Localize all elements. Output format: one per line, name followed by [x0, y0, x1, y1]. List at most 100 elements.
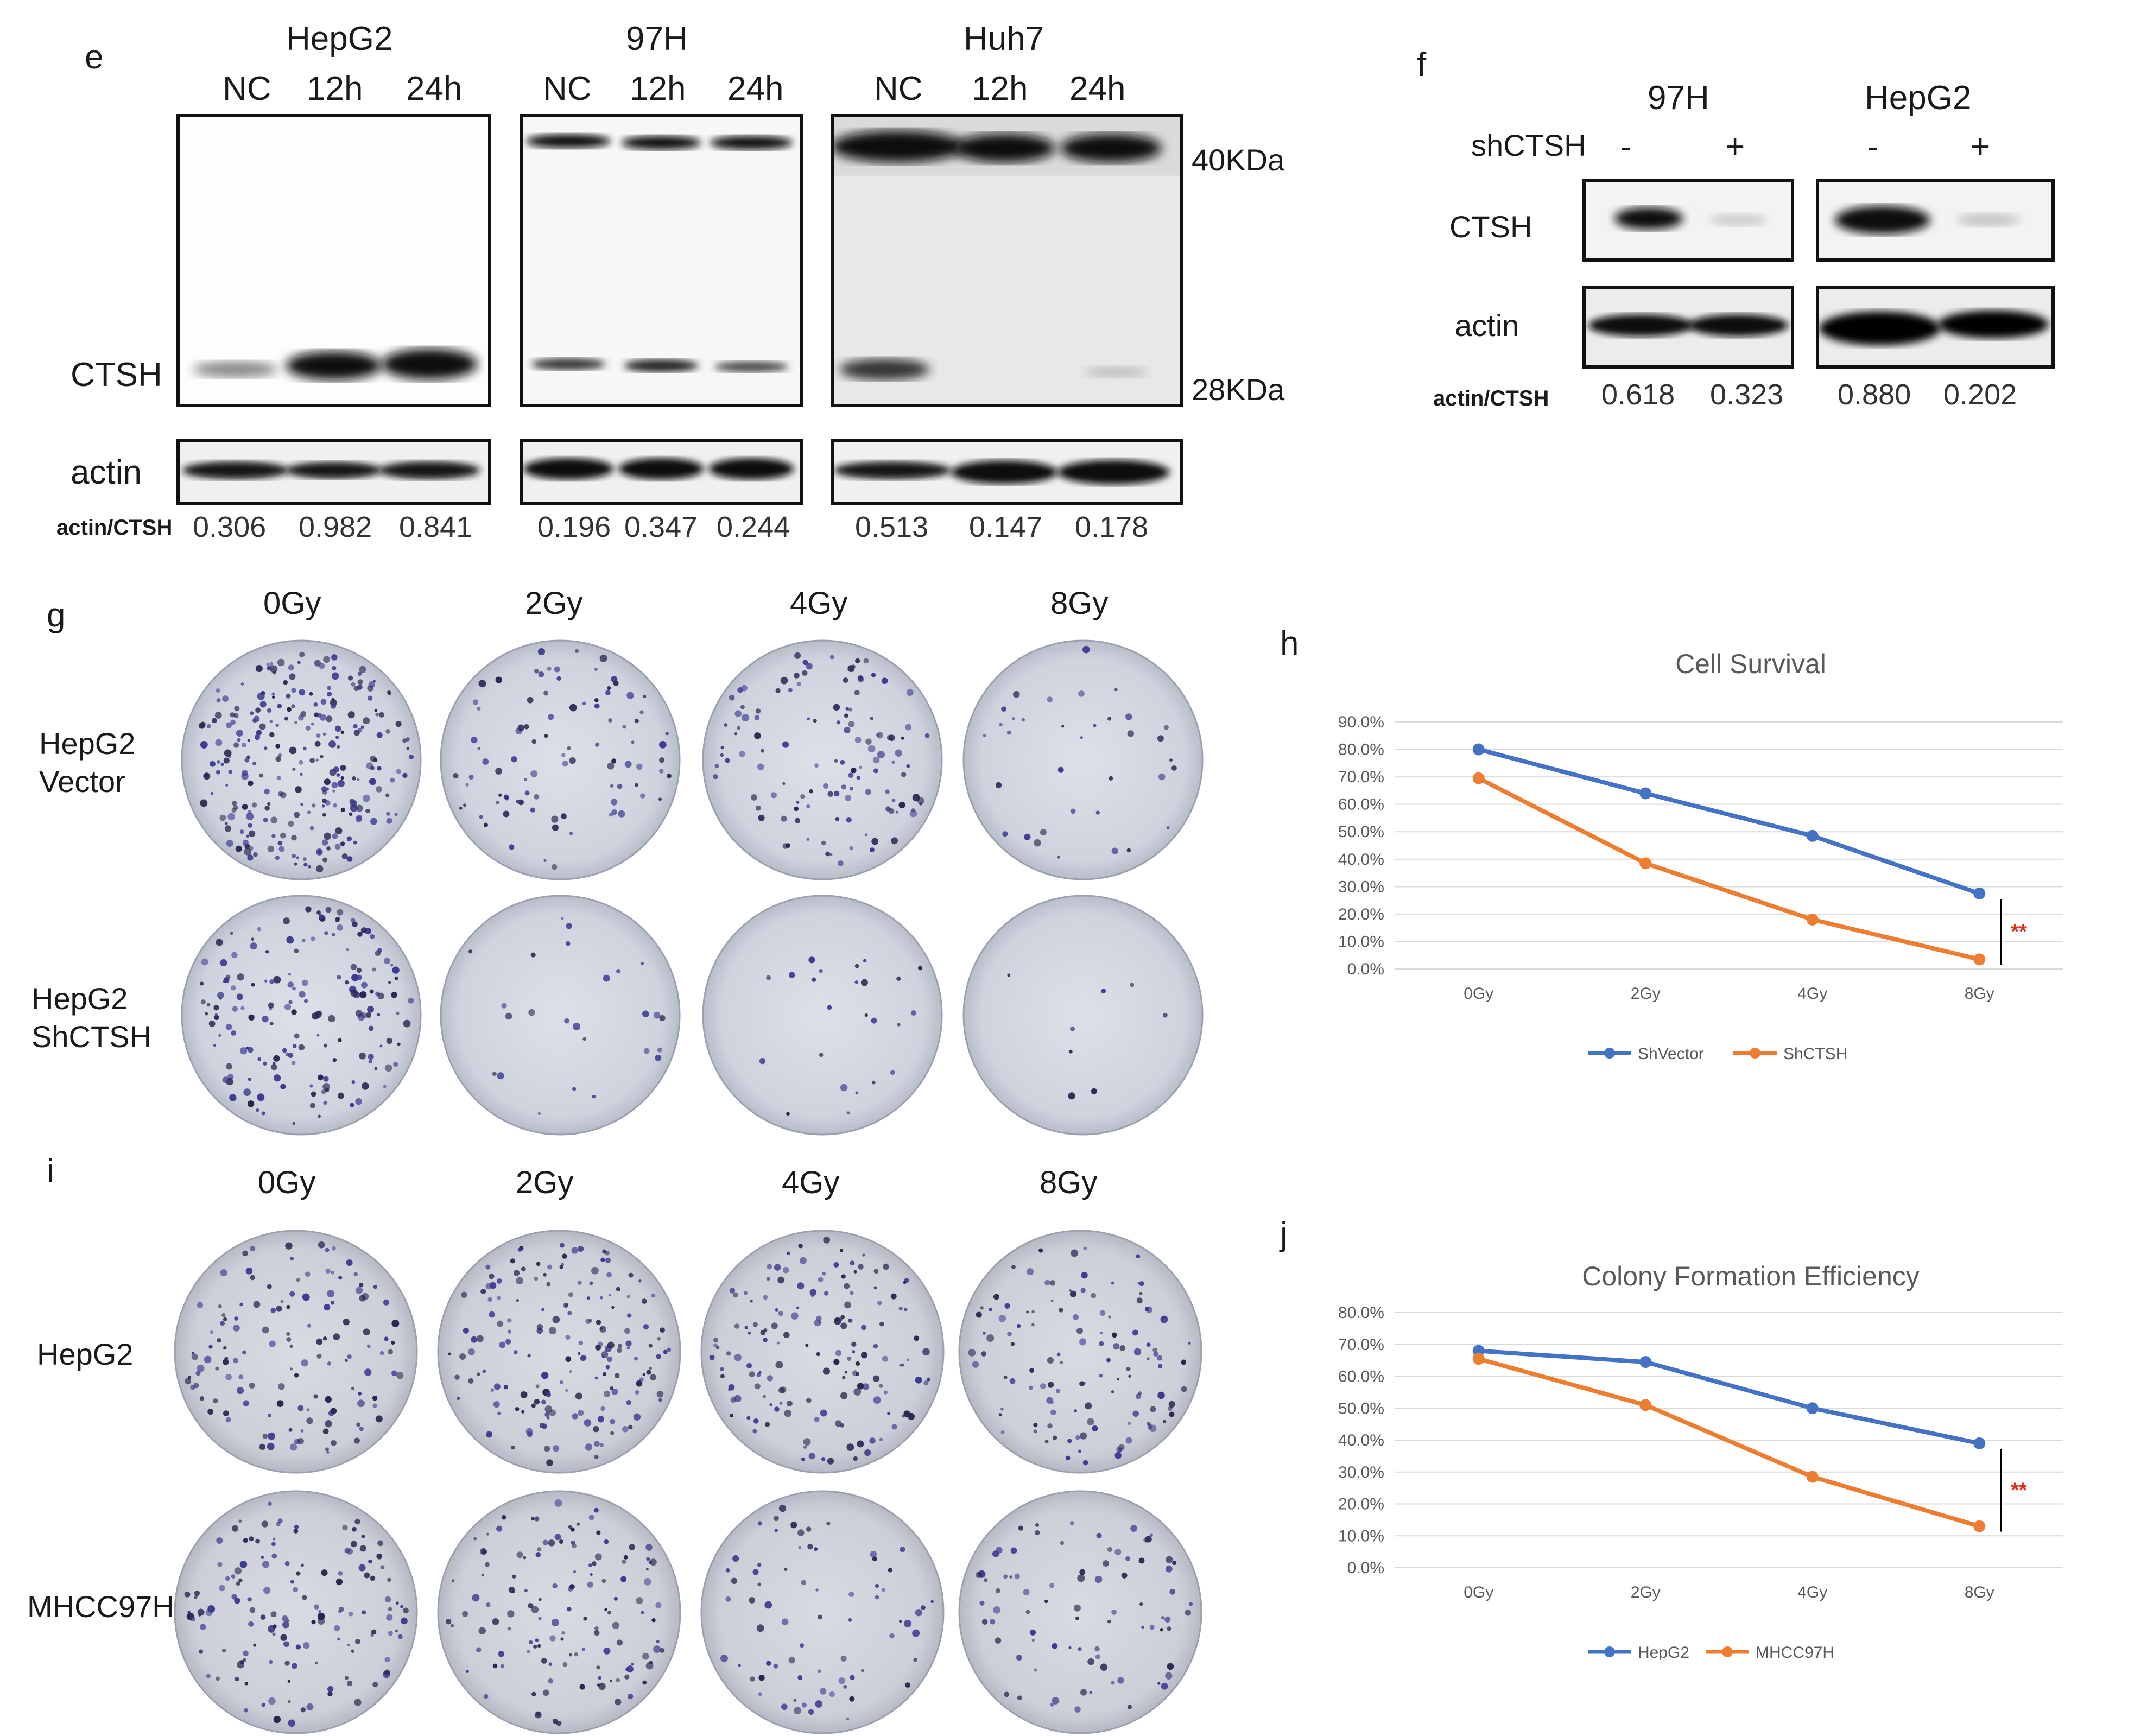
row-label-ctsh: CTSH — [71, 356, 162, 394]
row-label-hepg2: HepG2 — [37, 1337, 134, 1371]
chart-title: Cell Survival — [1675, 649, 1826, 679]
ratio-value: 0.323 — [1710, 378, 1784, 411]
y-tick-label: 80.0% — [1338, 1304, 1384, 1322]
blot-actin-hepg2-sh — [1816, 286, 2055, 369]
panel-letter-g: g — [47, 597, 66, 634]
y-tick-label: 50.0% — [1338, 1399, 1384, 1417]
treatment-label: shCTSH — [1471, 128, 1586, 162]
blot-actin-huh7 — [831, 439, 1183, 505]
colony-dish — [437, 1490, 681, 1734]
y-tick-label: 20.0% — [1338, 1496, 1384, 1513]
chart-cell-survival: Cell Survival 0.0% 10.0% 20.0% 30.0% 40.0% 50.… — [1338, 649, 2063, 1063]
group-label-97h: 97H — [1648, 79, 1709, 117]
x-tick-label: 0Gy — [1464, 1583, 1493, 1601]
colony-dish — [437, 1230, 681, 1474]
y-tick-label: 40.0% — [1338, 851, 1384, 869]
ratio-header: actin/CTSH — [56, 516, 173, 540]
lane-label: 12h — [630, 70, 686, 107]
y-tick-label: 60.0% — [1338, 1368, 1384, 1386]
legend-marker — [1722, 1646, 1733, 1657]
group-label-hepg2: HepG2 — [1865, 79, 1972, 117]
significance-mark: ** — [2011, 921, 2027, 943]
ratio-value: 0.306 — [193, 511, 267, 543]
dose-label: 4Gy — [790, 586, 848, 621]
colony-dish — [440, 639, 681, 880]
ratio-value: 0.618 — [1601, 378, 1675, 411]
ratio-value: 0.244 — [717, 511, 790, 543]
blot-ctsh-hepg2-sh — [1816, 179, 2055, 262]
legend-label: HepG2 — [1638, 1644, 1689, 1660]
colony-dish — [962, 639, 1204, 880]
y-tick-label: 0.0% — [1347, 960, 1384, 978]
lane-label-minus: - — [1620, 128, 1632, 166]
panel-letter-f: f — [1417, 46, 1427, 84]
lane-label: 24h — [1069, 70, 1126, 107]
x-tick-label: 8Gy — [1965, 1583, 1994, 1601]
marker-28kda: 28KDa — [1192, 372, 1285, 407]
blot-actin-97h — [520, 439, 803, 505]
legend-label: MHCC97H — [1756, 1644, 1834, 1660]
lane-label: NC — [223, 70, 271, 107]
data-point — [1472, 743, 1485, 756]
data-point — [1639, 1356, 1652, 1368]
x-tick-label: 4Gy — [1797, 985, 1827, 1003]
lane-label: NC — [543, 70, 592, 107]
y-tick-label: 30.0% — [1338, 878, 1384, 896]
lane-label: 24h — [406, 70, 463, 107]
data-point — [1639, 787, 1652, 800]
dose-label: 0Gy — [263, 586, 321, 621]
y-tick-label: 10.0% — [1338, 1527, 1384, 1545]
colony-dish — [440, 895, 681, 1136]
x-tick-label: 2Gy — [1631, 985, 1661, 1003]
y-tick-label: 70.0% — [1338, 768, 1384, 786]
data-point — [1806, 1402, 1819, 1415]
row-label-ctsh: CTSH — [1449, 210, 1532, 244]
colony-dish — [181, 639, 422, 880]
colony-dish — [700, 1230, 945, 1474]
blot-ctsh-97h — [520, 114, 803, 407]
y-tick-label: 70.0% — [1338, 1336, 1384, 1354]
colony-dish — [181, 895, 422, 1136]
ratio-value: 0.513 — [855, 511, 929, 543]
dose-label: 4Gy — [782, 1165, 840, 1200]
data-point — [1639, 1399, 1652, 1411]
series-line-mhcc97h — [1478, 1357, 1980, 1529]
data-point — [1806, 914, 1819, 926]
series-line-shvector — [1478, 747, 1980, 896]
data-point — [1973, 1520, 1986, 1532]
lane-label-plus: + — [1725, 128, 1745, 166]
y-tick-label: 0.0% — [1347, 1559, 1384, 1577]
chart-colony-formation: Colony Formation Efficiency 0.0% 10.0% 20.0… — [1338, 1261, 2063, 1660]
panel-letter-i: i — [47, 1152, 54, 1190]
y-tick-label: 90.0% — [1338, 713, 1384, 731]
lane-label: NC — [874, 70, 923, 107]
lane-label: 12h — [972, 70, 1028, 107]
y-tick-label: 40.0% — [1338, 1431, 1384, 1449]
colony-dish — [958, 1230, 1202, 1474]
colony-dish — [174, 1490, 418, 1734]
x-tick-label: 2Gy — [1631, 1583, 1661, 1601]
data-point — [1973, 887, 1986, 899]
data-point — [1806, 1471, 1819, 1483]
legend-marker — [1604, 1048, 1615, 1059]
y-tick-label: 60.0% — [1338, 796, 1384, 814]
panel-letter-e: e — [85, 39, 104, 76]
y-tick-label: 80.0% — [1338, 741, 1384, 759]
x-tick-label: 0Gy — [1464, 985, 1493, 1003]
dose-label: 8Gy — [1040, 1165, 1098, 1200]
ratio-header: actin/CTSH — [1433, 387, 1549, 410]
ratio-value: 0.196 — [537, 511, 611, 543]
ratio-value: 0.982 — [299, 511, 372, 543]
legend-label: ShCTSH — [1783, 1045, 1847, 1063]
panel-letter-j: j — [1280, 1215, 1288, 1253]
blot-ctsh-huh7 — [831, 114, 1183, 407]
group-label-huh7: Huh7 — [964, 20, 1044, 58]
data-point — [1973, 1437, 1986, 1449]
chart-title: Colony Formation Efficiency — [1582, 1261, 1920, 1291]
group-label-hepg2: HepG2 — [286, 20, 393, 58]
ratio-value: 0.347 — [624, 511, 698, 543]
legend-marker — [1750, 1048, 1760, 1059]
lane-label: 24h — [727, 70, 784, 107]
row-label-actin: actin — [71, 454, 142, 491]
significance-mark: ** — [2011, 1479, 2027, 1501]
